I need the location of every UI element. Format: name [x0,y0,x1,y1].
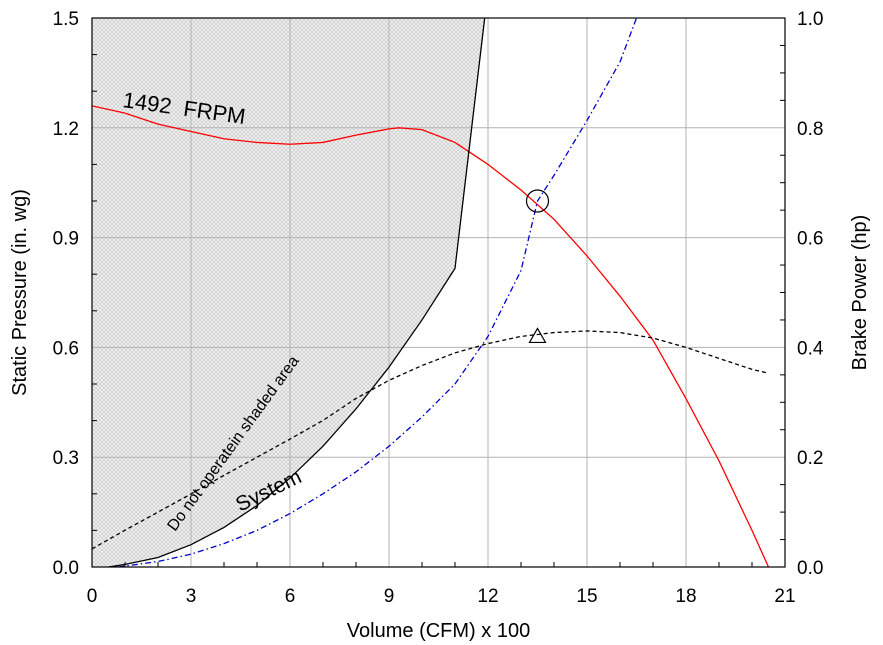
y2-tick-label: 0.8 [797,119,823,140]
y-axis-title: Static Pressure (in. wg) [9,189,31,396]
system-curve-line [108,18,486,567]
power-point-marker [528,327,547,344]
x-tick-label: 0 [87,586,98,607]
tick-labels: 0 3 6 9 12 15 18 210.00.30.60.91.21.50.00.20.40… [53,9,824,607]
marker-layer [525,189,550,344]
minor-tick-marks [92,44,785,567]
x-tick-label: 6 [285,586,296,607]
y-tick-label: 0.9 [53,229,79,250]
plot-frame [91,17,786,568]
y-tick-label: 0.3 [53,448,79,469]
y2-axis-title: Brake Power (hp) [849,215,871,371]
fan-curve-line [92,105,770,567]
y2-tick-label: 1.0 [797,9,823,30]
y-tick-label: 1.2 [53,119,79,140]
y2-tick-label: 0.4 [797,338,824,359]
x-tick-label: 9 [384,586,395,607]
y2-tick-label: 0.2 [797,448,823,469]
y2-tick-label: 0.0 [797,558,823,579]
x-tick-label: 12 [477,586,498,607]
y-tick-label: 0.0 [53,558,79,579]
operating-point-marker [525,189,550,213]
power-limit-line [118,18,638,567]
do-not-operate-shaded-area [92,18,485,567]
x-tick-label: 15 [576,586,597,607]
x-tick-label: 3 [186,586,197,607]
x-tick-label: 21 [774,586,795,607]
x-tick-label: 18 [675,586,696,607]
x-axis-title: Volume (CFM) x 100 [347,620,530,642]
y-tick-label: 1.5 [53,9,79,30]
y2-tick-label: 0.6 [797,229,823,250]
brake-power-line [92,330,769,550]
y-tick-label: 0.6 [53,338,79,359]
gridlines [92,18,785,567]
series-layer [92,18,770,567]
